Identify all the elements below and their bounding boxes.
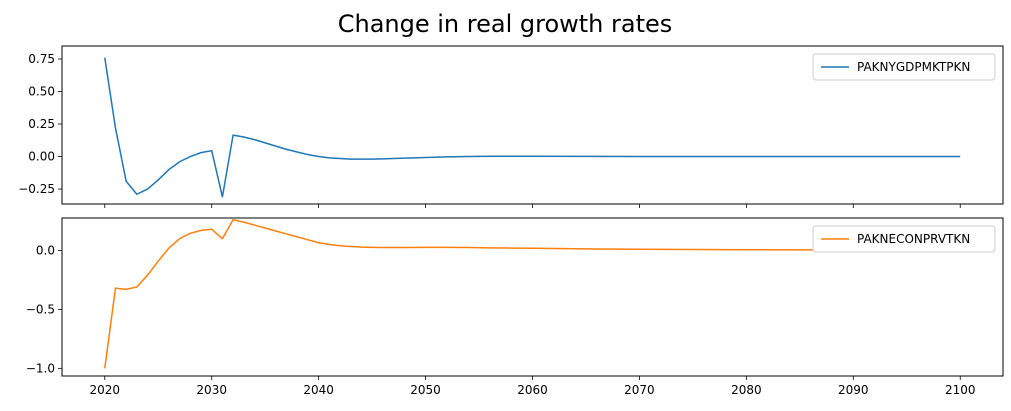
x-tick-label: 2080 xyxy=(731,383,762,397)
series-line-0 xyxy=(104,57,961,198)
top-subplot: −0.25 0.00 0.25 0.50 0.75 PAKNYGDPMKTPKN xyxy=(18,45,1004,208)
series-line-1 xyxy=(104,219,961,369)
x-tick-label: 2090 xyxy=(838,383,869,397)
y-tick-label: −0.5 xyxy=(26,302,55,316)
legend-box xyxy=(812,53,996,81)
legend-label: PAKNYGDPMKTPKN xyxy=(857,60,970,74)
y-tick-label: 0.0 xyxy=(36,243,55,257)
bottom-subplot: 2020 2030 2040 2050 2060 2070 2080 2090 2100 −1.0… xyxy=(26,217,1004,397)
legend: PAKNYGDPMKTPKN xyxy=(812,53,996,81)
y-tick-label: 0.25 xyxy=(28,117,55,131)
chart-title: Change in real growth rates xyxy=(338,10,673,38)
x-tick-label: 2040 xyxy=(303,383,334,397)
legend: PAKNECONPRVTKN xyxy=(812,225,996,253)
y-tick-label: −1.0 xyxy=(26,361,55,375)
y-tick-label: −0.25 xyxy=(18,182,55,196)
x-tick-label: 2100 xyxy=(945,383,976,397)
y-tick-label: 0.75 xyxy=(28,52,55,66)
legend-box xyxy=(812,225,996,253)
x-tick-label: 2070 xyxy=(624,383,655,397)
x-tick-label: 2060 xyxy=(517,383,548,397)
x-tick-label: 2030 xyxy=(196,383,227,397)
x-tick-label: 2020 xyxy=(89,383,120,397)
y-tick-label: 0.50 xyxy=(28,85,55,99)
legend-label: PAKNECONPRVTKN xyxy=(857,232,970,246)
x-tick-label: 2050 xyxy=(410,383,441,397)
y-tick-label: 0.00 xyxy=(28,150,55,164)
